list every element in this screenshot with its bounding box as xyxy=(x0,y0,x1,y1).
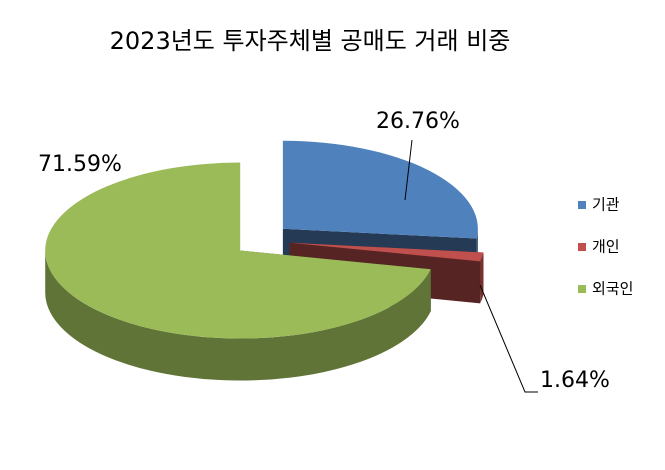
pie-slice xyxy=(282,140,478,239)
leader-line xyxy=(479,284,538,393)
legend-label: 외국인 xyxy=(592,280,633,298)
chart-title: 2023년도 투자주체별 공매도 거래 비중 xyxy=(110,27,511,55)
legend-swatch xyxy=(578,243,586,251)
slice-rim xyxy=(45,250,431,381)
pie-slice xyxy=(289,242,484,262)
data-label: 71.59% xyxy=(38,152,122,177)
data-label: 26.76% xyxy=(376,109,460,134)
data-label: 1.64% xyxy=(540,368,610,393)
legend-label: 기관 xyxy=(592,196,620,214)
legend-swatch xyxy=(578,201,586,209)
leader-line xyxy=(404,139,413,201)
legend-swatch xyxy=(578,285,586,293)
pie-slice xyxy=(45,162,431,339)
legend-label: 개인 xyxy=(592,238,620,256)
